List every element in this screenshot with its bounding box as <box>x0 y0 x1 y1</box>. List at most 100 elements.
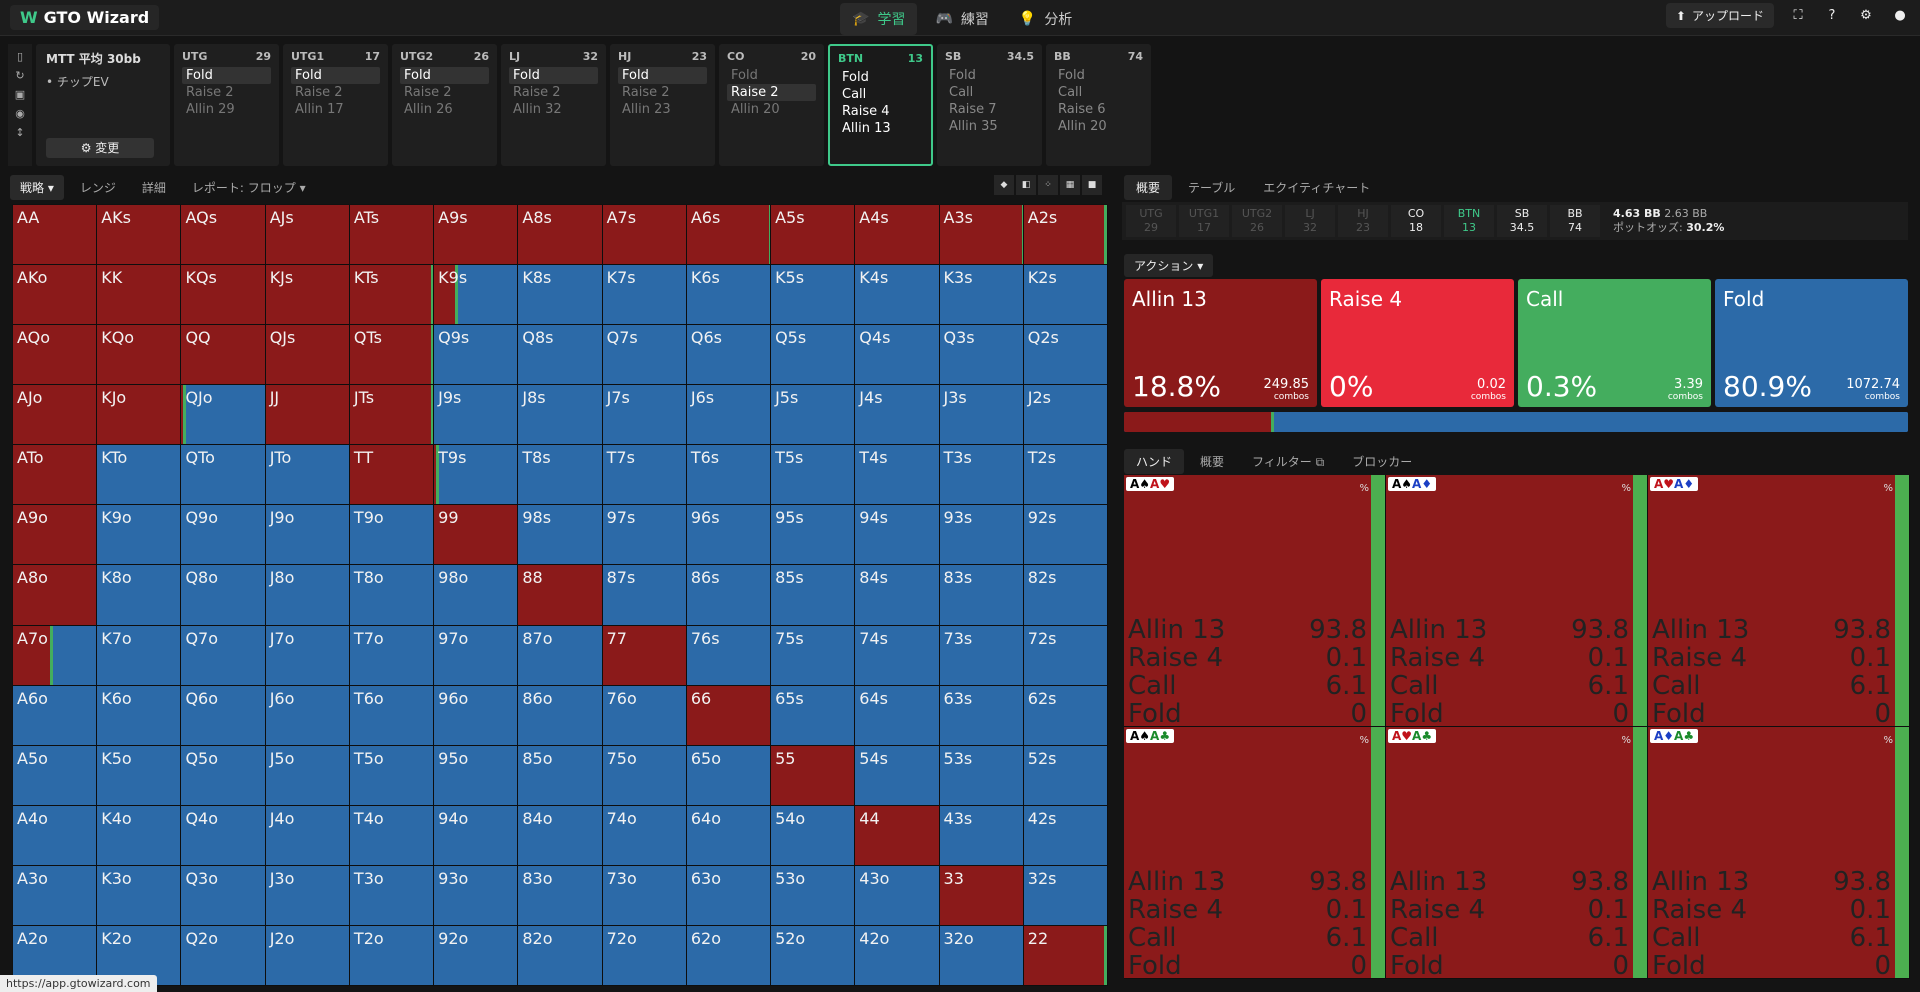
nav-analyze[interactable]: 💡 分析 <box>1018 11 1073 28</box>
hand-cell[interactable]: AKo <box>13 265 98 326</box>
hand-cell[interactable]: K8o <box>97 565 182 626</box>
hand-cell[interactable]: A5s <box>771 205 856 266</box>
hand-cell[interactable]: Q3s <box>939 325 1024 386</box>
position-action[interactable]: Raise 2 <box>622 85 670 100</box>
square-view-icon[interactable]: ■ <box>1082 175 1102 195</box>
account-icon[interactable]: ● <box>1894 8 1906 23</box>
save-icon[interactable]: ▣ <box>14 88 26 101</box>
hand-cell[interactable]: 42o <box>855 925 940 986</box>
hand-cell[interactable]: 83s <box>939 565 1024 626</box>
hand-cell[interactable]: K3o <box>97 865 182 926</box>
hand-cell[interactable]: A8s <box>518 205 603 266</box>
hand-cell[interactable]: K4o <box>97 805 182 866</box>
hand-cell[interactable]: J5s <box>771 385 856 446</box>
hand-cell[interactable]: Q5o <box>181 745 266 806</box>
hand-cell[interactable]: KQo <box>97 325 182 386</box>
hand-cell[interactable]: 86o <box>518 685 603 746</box>
hand-cell[interactable]: 97s <box>602 505 687 566</box>
expand-icon[interactable]: ↕ <box>15 126 25 139</box>
hand-cell[interactable]: 74o <box>602 805 687 866</box>
hand-cell[interactable]: J6o <box>265 685 350 746</box>
hand-cell[interactable]: T5o <box>349 745 435 806</box>
hand-cell[interactable]: J9o <box>265 505 350 566</box>
hand-cell[interactable]: T8o <box>349 565 435 626</box>
position-utg1[interactable]: UTG1 17 Fold Raise 2 Allin 17 <box>283 44 388 166</box>
hand-cell[interactable]: A6o <box>13 685 98 746</box>
hand-cell[interactable]: 97o <box>434 625 519 686</box>
hand-cell[interactable]: K8s <box>518 265 603 326</box>
hand-cell[interactable]: 62s <box>1023 685 1108 746</box>
strip-utg1[interactable]: UTG1 17 <box>1179 205 1229 237</box>
hand-cell[interactable]: J2s <box>1023 385 1108 446</box>
hand-cell[interactable]: 65o <box>686 745 772 806</box>
change-button[interactable]: ⚙ 変更 <box>46 138 154 158</box>
hand-cell[interactable]: 63o <box>686 865 772 926</box>
strip-utg[interactable]: UTG 29 <box>1126 205 1176 237</box>
hand-cell[interactable]: Q6o <box>181 685 266 746</box>
hand-cell[interactable]: AKs <box>97 205 182 266</box>
hand-cell[interactable]: KJo <box>97 385 182 446</box>
position-action[interactable]: Raise 2 <box>295 85 343 100</box>
help-icon[interactable]: ? <box>1828 8 1836 23</box>
upload-button[interactable]: ⬆ アップロード <box>1665 3 1774 28</box>
hand-cell[interactable]: 83o <box>518 865 603 926</box>
tab-hand-summary[interactable]: 概要 <box>1200 455 1225 469</box>
hand-cell[interactable]: T3o <box>349 865 435 926</box>
hand-cell[interactable]: QJs <box>265 325 350 386</box>
hand-cell[interactable]: 77 <box>602 625 687 686</box>
hand-cell[interactable]: Q8o <box>181 565 266 626</box>
hand-cell[interactable]: K5o <box>97 745 182 806</box>
hand-cell[interactable]: 96o <box>434 685 519 746</box>
hand-cell[interactable]: 54o <box>771 805 856 866</box>
hand-combo[interactable]: % A♠A♣ Allin 13 93.8 Raise 4 0.1 Call 6.1 Fold 0 <box>1124 727 1386 979</box>
hand-cell[interactable]: Q8s <box>518 325 603 386</box>
hand-cell[interactable]: QTo <box>181 445 266 506</box>
hand-cell[interactable]: T8s <box>518 445 603 506</box>
position-action[interactable]: Fold <box>400 67 489 84</box>
hand-cell[interactable]: 66 <box>686 685 772 746</box>
hand-cell[interactable]: KJs <box>265 265 350 326</box>
tab-report[interactable]: レポート: フロップ ▾ <box>191 181 306 195</box>
hand-cell[interactable]: A5o <box>13 745 98 806</box>
hand-cell[interactable]: 96s <box>686 505 772 566</box>
position-action[interactable]: Allin 20 <box>731 102 780 117</box>
hand-cell[interactable]: 88 <box>518 565 603 626</box>
position-action[interactable]: Fold <box>1058 68 1085 83</box>
hand-cell[interactable]: KTo <box>97 445 182 506</box>
strip-sb[interactable]: SB 34.5 <box>1497 205 1547 237</box>
hand-cell[interactable]: A4s <box>855 205 940 266</box>
hand-cell[interactable]: K6s <box>686 265 772 326</box>
position-action[interactable]: Raise 2 <box>404 85 452 100</box>
hand-cell[interactable]: A2s <box>1023 205 1108 266</box>
hand-cell[interactable]: AQo <box>13 325 98 386</box>
hand-cell[interactable]: QTs <box>349 325 435 386</box>
hand-cell[interactable]: T6s <box>686 445 772 506</box>
hand-cell[interactable]: Q9o <box>181 505 266 566</box>
hand-combo[interactable]: % A♦A♣ Allin 13 93.8 Raise 4 0.1 Call 6.1 Fold 0 <box>1648 727 1910 979</box>
position-action[interactable]: Fold <box>842 70 869 85</box>
hand-cell[interactable]: T6o <box>349 685 435 746</box>
hand-cell[interactable]: 22 <box>1023 925 1108 986</box>
position-action[interactable]: Allin 17 <box>295 102 344 117</box>
hand-cell[interactable]: ATs <box>349 205 435 266</box>
hand-cell[interactable]: 53o <box>771 865 856 926</box>
hand-combo[interactable]: % A♠A♦ Allin 13 93.8 Raise 4 0.1 Call 6.1 Fold 0 <box>1386 475 1648 727</box>
position-sb[interactable]: SB 34.5 Fold Call Raise 7 Allin 35 <box>937 44 1042 166</box>
hand-cell[interactable]: 84o <box>518 805 603 866</box>
hand-cell[interactable]: K6o <box>97 685 182 746</box>
hand-cell[interactable]: J4o <box>265 805 350 866</box>
hand-cell[interactable]: Q2o <box>181 925 266 986</box>
hand-cell[interactable]: 76o <box>602 685 687 746</box>
position-action[interactable]: Allin 26 <box>404 102 453 117</box>
hand-cell[interactable]: AJs <box>265 205 350 266</box>
hand-cell[interactable]: T4s <box>855 445 940 506</box>
hand-cell[interactable]: T7s <box>602 445 687 506</box>
hand-cell[interactable]: KQs <box>181 265 266 326</box>
hand-combo[interactable]: % A♠A♥ Allin 13 93.8 Raise 4 0.1 Call 6.1 Fold 0 <box>1124 475 1386 727</box>
position-action[interactable]: Raise 2 <box>513 85 561 100</box>
position-action[interactable]: Raise 2 <box>727 84 816 101</box>
hand-cell[interactable]: 55 <box>771 745 856 806</box>
hand-cell[interactable]: ATo <box>13 445 98 506</box>
nav-learn[interactable]: 🎓 学習 <box>840 3 918 35</box>
hand-cell[interactable]: 72o <box>602 925 687 986</box>
